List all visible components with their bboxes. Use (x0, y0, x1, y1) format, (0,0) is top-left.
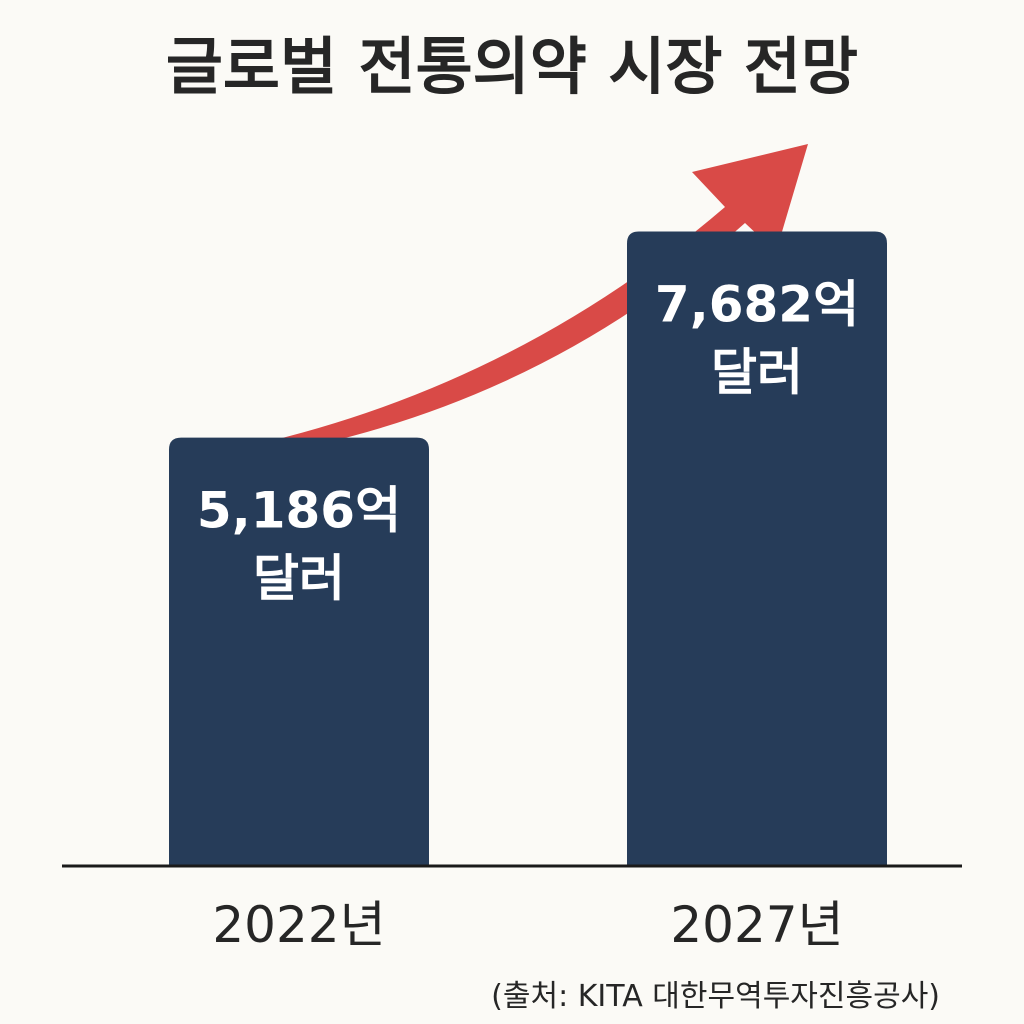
source-note: (출처: KITA 대한무역투자진흥공사) (491, 979, 940, 1014)
x-tick-label-1: 2027년 (670, 896, 843, 954)
bar-value-label-1-1: 달러 (711, 343, 803, 401)
x-tick-label-0: 2022년 (212, 896, 385, 954)
bar-0 (169, 437, 429, 866)
x-axis-ticks: 2022년 2027년 (212, 896, 843, 954)
bar-1 (627, 231, 887, 866)
bar-value-label-1-0: 7,682억 (655, 275, 859, 333)
bar-value-label-0-1: 달러 (253, 550, 345, 608)
chart-title: 글로벌 전통의약 시장 전망 (166, 30, 858, 103)
trend-arrow-icon (203, 144, 809, 464)
bar-value-label-0-0: 5,186억 (197, 482, 401, 540)
